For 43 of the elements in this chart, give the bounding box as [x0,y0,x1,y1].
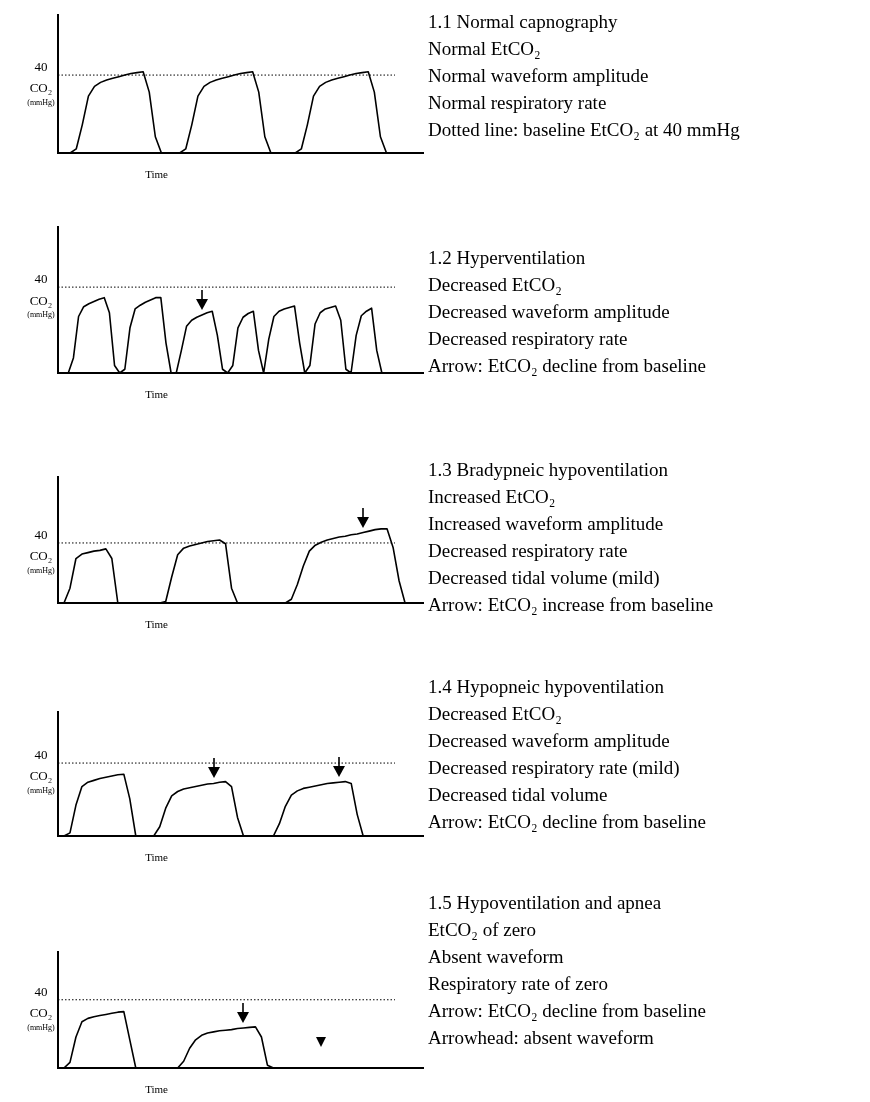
text: EtCO₂ of zero [428,918,537,942]
text: Decreased tidal volume [428,783,609,807]
text: Decreased tidal volume (mild) [428,566,661,590]
y-axis-title: CO₂ (mmHg) [27,1005,56,1032]
text: Increased EtCO₂ [428,485,557,509]
text: 1.2 Hyperventilation [428,246,587,270]
text: Decreased respiratory rate [428,327,629,351]
text: 40 [34,271,48,287]
text: 1.3 Bradypneic hypoventilation [428,458,670,482]
y-axis-title: CO₂ (mmHg) [27,768,56,796]
text: Increased waveform amplitude [428,512,665,536]
x-axis-title: Time [145,387,169,400]
x-axis-title: Time [145,1082,169,1095]
text: Arrow: EtCO₂ decline from baseline [428,354,706,378]
text: 1.1 Normal capnography [428,10,619,34]
x-axis-title: Time [145,617,169,630]
y-axis-title: CO₂ (mmHg) [27,292,56,320]
text: Arrow: EtCO₂ decline from baseline [428,810,706,834]
text: Arrow: EtCO₂ decline from baseline [428,999,706,1023]
text: Decreased respiratory rate [428,539,629,563]
text: Respiratory rate of zero [428,972,609,996]
x-axis-title: Time [145,850,169,863]
x-axis-title: Time [145,167,169,180]
text: 40 [34,58,48,74]
text: Dotted line: baseline EtCO₂ at 40 mmHg [428,118,740,142]
text: Normal waveform amplitude [428,64,650,88]
text: Arrow: EtCO₂ increase from baseline [428,593,714,617]
text: 1.5 Hypoventilation and apnea [428,891,663,915]
text: Decreased waveform amplitude [428,729,671,753]
text: Arrowhead: absent waveform [428,1026,655,1050]
text: Decreased respiratory rate (mild) [428,756,681,780]
text: Decreased waveform amplitude [428,300,671,324]
text: Decreased EtCO₂ [428,702,563,726]
y-axis-title: CO₂ (mmHg) [27,80,56,108]
text: 1.4 Hypopneic hypoventilation [428,675,665,699]
text: 40 [34,983,48,999]
text: Absent waveform [428,945,565,969]
text: 40 [34,746,48,762]
text: 40 [34,526,48,542]
text: Normal EtCO₂ [428,37,542,61]
text: Decreased EtCO₂ [428,273,563,297]
y-axis-title: CO₂ (mmHg) [27,548,56,576]
text: Normal respiratory rate [428,91,608,115]
